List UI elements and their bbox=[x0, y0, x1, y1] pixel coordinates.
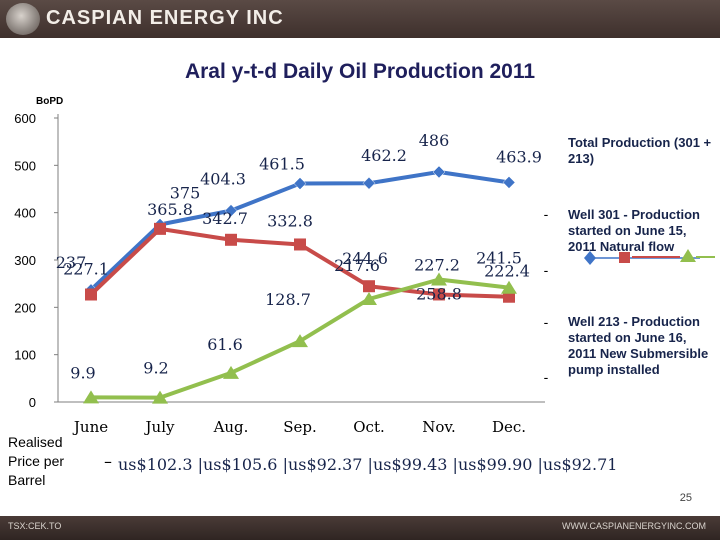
y-tick-label-300: 300 bbox=[14, 253, 36, 268]
data-label-2-5: 258.8 bbox=[416, 285, 462, 304]
legend-marker-total bbox=[584, 251, 596, 265]
price-nov: us$92.71 bbox=[542, 455, 618, 474]
point-well301-2 bbox=[225, 233, 237, 246]
company-logo-icon bbox=[6, 3, 40, 35]
data-label-2-0: 9.9 bbox=[70, 363, 95, 382]
x-tick-label-3: Sep. bbox=[283, 418, 317, 436]
legend-well301-text: Well 301 - Production started on June 15… bbox=[568, 207, 700, 254]
price-aug: us$92.37 bbox=[287, 455, 363, 474]
y-tick-label-400: 400 bbox=[14, 206, 36, 221]
legend-total-text: Total Production (301 + 213) bbox=[568, 135, 712, 166]
legend-dash-0: - bbox=[544, 206, 549, 222]
point-total-5 bbox=[432, 165, 446, 179]
point-well301-0 bbox=[85, 288, 97, 301]
x-tick-label-4: Oct. bbox=[353, 418, 385, 436]
point-well213-0 bbox=[83, 390, 99, 404]
realised-price-label: Realised Price per Barrel bbox=[8, 434, 65, 488]
website-link[interactable]: WWW.CASPIANENERGYINC.COM bbox=[561, 521, 706, 531]
data-label-0-4: 462.2 bbox=[361, 146, 407, 165]
data-label-2-2: 61.6 bbox=[207, 335, 243, 354]
data-label-2-3: 128.7 bbox=[265, 290, 311, 309]
point-total-3 bbox=[293, 177, 307, 190]
price-sep: us$99.43 bbox=[372, 455, 448, 474]
data-label-0-6: 463.9 bbox=[496, 147, 542, 166]
price-july: us$105.6 bbox=[202, 455, 278, 474]
y-tick-label-100: 100 bbox=[14, 348, 36, 363]
data-label-0-2: 404.3 bbox=[200, 170, 246, 189]
data-label-1-0: 227.1 bbox=[63, 260, 109, 279]
point-total-2 bbox=[224, 204, 238, 217]
data-label-2-6: 241.5 bbox=[476, 249, 522, 268]
x-tick-label-1: July bbox=[144, 418, 175, 436]
y-tick-label-0: 0 bbox=[29, 395, 36, 410]
data-label-0-3: 461.5 bbox=[259, 155, 305, 174]
legend-dash-1: - bbox=[544, 262, 549, 278]
point-total-6 bbox=[502, 176, 516, 189]
price-june: us$102.3 bbox=[118, 455, 193, 474]
point-well213-4 bbox=[361, 292, 377, 306]
data-label-1-2: 342.7 bbox=[202, 209, 248, 228]
price-row-dash: – bbox=[104, 452, 112, 471]
y-axis-label: BoPD bbox=[36, 96, 64, 107]
data-label-1-3: 332.8 bbox=[267, 211, 313, 230]
x-tick-label-2: Aug. bbox=[213, 418, 249, 436]
point-well213-5 bbox=[431, 272, 447, 286]
price-oct: us$99.90 bbox=[457, 455, 533, 474]
point-well301-1 bbox=[154, 222, 166, 235]
legend-marker-well301 bbox=[619, 252, 630, 263]
data-label-2-4: 217.6 bbox=[334, 256, 380, 275]
legend-dash-3: - bbox=[544, 369, 549, 385]
data-label-2-1: 9.2 bbox=[143, 359, 168, 378]
point-well213-2 bbox=[223, 365, 239, 379]
point-total-4 bbox=[362, 176, 376, 190]
y-tick-label-600: 600 bbox=[14, 111, 36, 126]
legend-dash-2: - bbox=[544, 314, 549, 330]
data-label-1-6: 222.4 bbox=[484, 262, 530, 281]
data-label-1-1: 365.8 bbox=[147, 200, 193, 219]
footer-bar bbox=[0, 516, 720, 540]
legend-marker-well213 bbox=[680, 249, 696, 262]
x-tick-label-6: Dec. bbox=[492, 418, 526, 436]
point-well213-6 bbox=[501, 280, 517, 294]
data-label-1-4: 244.6 bbox=[342, 249, 388, 268]
y-tick-label-500: 500 bbox=[14, 158, 36, 173]
y-tick-label-200: 200 bbox=[14, 300, 36, 315]
company-name: CASPIAN ENERGY INC bbox=[46, 7, 284, 29]
legend-well213-text: Well 213 - Production started on June 16… bbox=[568, 314, 709, 377]
point-well301-4 bbox=[363, 280, 375, 293]
chart-title: Aral y-t-d Daily Oil Production 2011 bbox=[184, 60, 536, 83]
data-label-0-5: 486 bbox=[419, 131, 450, 150]
data-label-0-1: 375 bbox=[170, 184, 201, 203]
point-well301-5 bbox=[433, 288, 445, 301]
x-tick-label-5: Nov. bbox=[422, 418, 456, 436]
x-tick-label-0: June bbox=[72, 418, 108, 436]
ticker-symbol: TSX:CEK.TO bbox=[8, 521, 62, 531]
data-label-1-5: 227.2 bbox=[414, 255, 460, 274]
price-row: us$102.3 |us$105.6 |us$92.37 |us$99.43 |… bbox=[118, 455, 618, 474]
point-well213-3 bbox=[292, 334, 308, 348]
header-bar: CASPIAN ENERGY INC bbox=[0, 0, 720, 38]
page-number: 25 bbox=[679, 492, 692, 504]
data-label-0-0: 237 bbox=[56, 253, 87, 272]
point-well213-1 bbox=[152, 390, 168, 404]
point-well301-3 bbox=[294, 238, 306, 251]
point-well301-6 bbox=[503, 290, 515, 303]
